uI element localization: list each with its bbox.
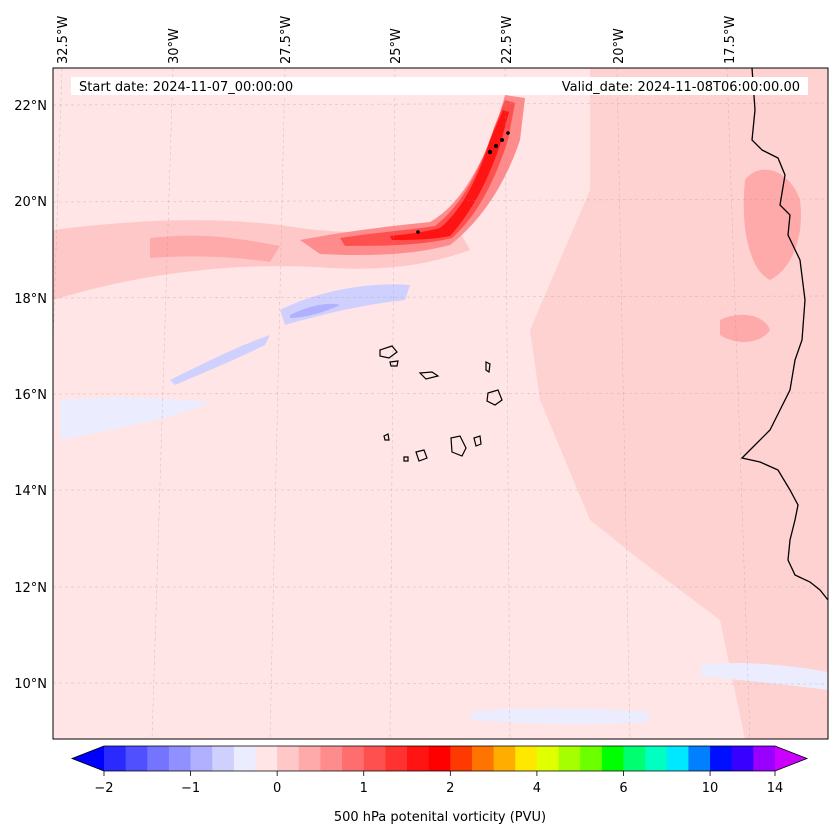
colorbar: −2 −1 0 1 2 4 6 10 14 500 hPa potenital vorticit…	[70, 745, 809, 825]
colorbar-extend-high	[775, 746, 807, 771]
pv-negative-5	[700, 662, 828, 690]
colorbar-tick-label: 1	[360, 781, 368, 796]
pv-negative-4	[470, 708, 650, 725]
lon-label: 17.5°W	[723, 16, 738, 64]
colorbar-cell	[558, 746, 581, 771]
cape-verde-islands	[379, 345, 503, 462]
colorbar-cell	[407, 746, 430, 771]
colorbar-cell	[342, 746, 365, 771]
lon-label: 27.5°W	[279, 16, 294, 64]
colorbar-cell	[125, 746, 148, 771]
pv-negative-3	[290, 303, 340, 318]
lat-label: 14°N	[14, 484, 47, 499]
lat-label: 18°N	[14, 292, 47, 307]
colorbar-tick-label: −2	[94, 781, 113, 796]
pv-streak-core	[390, 110, 509, 240]
colorbar-tick-label: 14	[767, 781, 784, 796]
colorbar-cell	[255, 746, 278, 771]
latitude-labels: 22°N 20°N 18°N 16°N 14°N 12°N 10°N	[14, 99, 47, 692]
colorbar-cell	[493, 746, 516, 771]
colorbar-cell	[536, 746, 560, 771]
colorbar-cell	[731, 746, 754, 771]
colorbar-cell	[710, 746, 733, 771]
colorbar-cell	[233, 746, 257, 771]
colorbar-tick-label: 10	[702, 781, 719, 796]
pv-negative-6	[60, 397, 210, 440]
colorbar-cell	[688, 746, 711, 771]
colorbar-tick-label: 6	[619, 781, 627, 796]
lat-label: 10°N	[14, 677, 47, 692]
graticule	[53, 68, 828, 739]
colorbar-ticks: −2 −1 0 1 2 4 6 10 14	[94, 771, 783, 796]
colorbar-cell	[666, 746, 690, 771]
pv-band-west-strong	[150, 235, 280, 262]
colorbar-cell	[168, 746, 192, 771]
colorbar-cells	[104, 746, 776, 771]
colorbar-cell	[147, 746, 170, 771]
lon-label: 22.5°W	[500, 16, 515, 64]
colorbar-cell	[645, 746, 668, 771]
colorbar-cell	[580, 746, 603, 771]
colorbar-extend-low	[72, 746, 104, 771]
colorbar-tick-label: −1	[181, 781, 200, 796]
pv-streak-mid	[340, 100, 515, 246]
colorbar-cell	[515, 746, 538, 771]
map-frame	[52, 67, 829, 740]
lat-label: 20°N	[14, 195, 47, 210]
colorbar-cell	[428, 746, 451, 771]
colorbar-cell	[277, 746, 300, 771]
colorbar-tick-label: 4	[533, 781, 541, 796]
colorbar-tick-label: 2	[446, 781, 454, 796]
start-date-label: Start date: 2024-11-07_00:00:00	[79, 80, 293, 95]
colorbar-cell	[385, 746, 408, 771]
lon-label: 30°W	[167, 28, 182, 64]
pv-patch-1	[743, 169, 801, 280]
lon-label: 32.5°W	[56, 16, 71, 64]
pv-negative-1	[280, 284, 410, 325]
colorbar-cell	[320, 746, 343, 771]
longitude-labels: 32.5°W 30°W 27.5°W 25°W 22.5°W 20°W 17.5…	[56, 16, 738, 64]
colorbar-cell	[363, 746, 386, 771]
pv-patch-2	[720, 314, 770, 342]
info-box	[71, 77, 808, 95]
colorbar-cell	[601, 746, 625, 771]
colorbar-cell	[212, 746, 235, 771]
pv-maxima-dots	[416, 131, 510, 234]
africa-coastline	[740, 68, 828, 601]
pv-field	[53, 68, 828, 739]
colorbar-cell	[623, 746, 646, 771]
lon-label: 20°W	[612, 28, 627, 64]
colorbar-cell	[471, 746, 495, 771]
colorbar-cell	[298, 746, 322, 771]
colorbar-cell	[753, 746, 776, 771]
colorbar-cell	[190, 746, 213, 771]
valid-date-label: Valid_date: 2024-11-08T06:00:00.00	[562, 80, 800, 95]
colorbar-cell	[104, 746, 127, 771]
colorbar-tick-label: 0	[273, 781, 281, 796]
lat-label: 16°N	[14, 388, 47, 403]
colorbar-label: 500 hPa potenital vorticity (PVU)	[334, 810, 546, 825]
pv-negative-2	[170, 335, 270, 385]
lat-label: 22°N	[14, 99, 47, 114]
colorbar-cell	[450, 746, 473, 771]
lon-label: 25°W	[389, 28, 404, 64]
lat-label: 12°N	[14, 581, 47, 596]
